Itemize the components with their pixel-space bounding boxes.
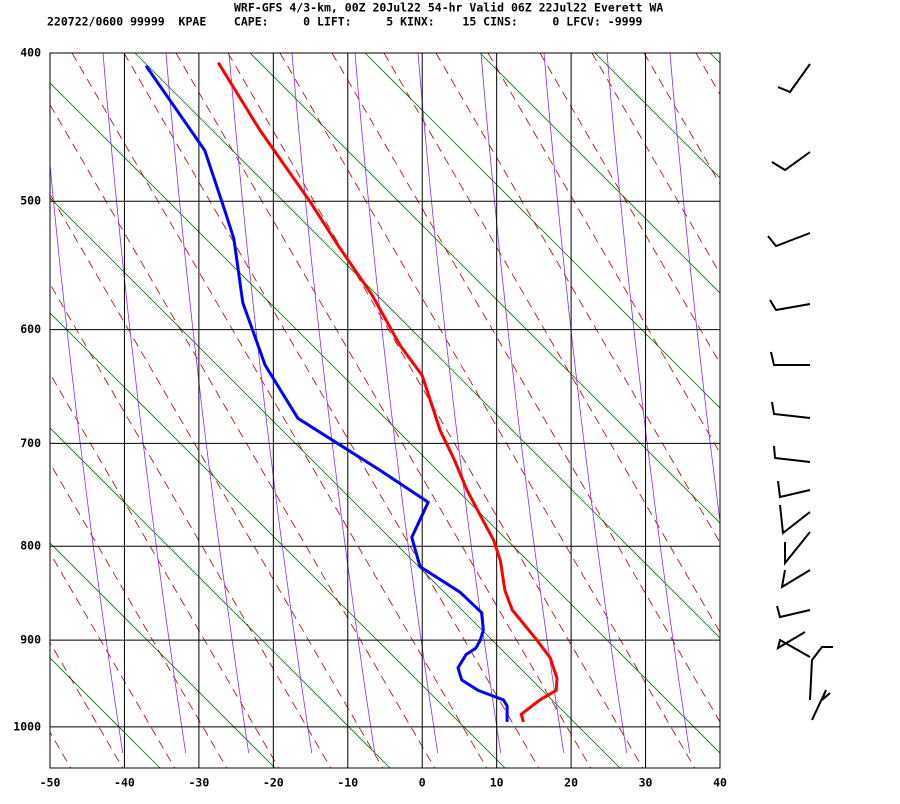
- y-tick-label: 1000: [13, 719, 41, 733]
- reference-line: [134, 53, 720, 639]
- x-tick-label: 20: [564, 776, 578, 790]
- reference-line: [50, 103, 436, 768]
- reference-line: [102, 53, 187, 754]
- reference-line: [606, 53, 691, 754]
- wind-barb: [809, 646, 833, 701]
- y-tick-label: 400: [20, 46, 41, 60]
- reference-line: [417, 53, 502, 754]
- reference-line: [50, 283, 332, 768]
- reference-line: [228, 53, 313, 754]
- reference-line: [50, 427, 391, 768]
- reference-line: [364, 53, 720, 409]
- y-tick-label: 700: [20, 436, 41, 450]
- profile-line: [144, 64, 509, 722]
- reference-line: [480, 53, 565, 754]
- y-tick-label: 800: [20, 539, 41, 553]
- wind-barb: [770, 351, 810, 366]
- reference-line: [249, 53, 720, 524]
- reference-line: [123, 53, 540, 768]
- y-tick-label: 600: [20, 322, 41, 336]
- x-tick-label: -10: [337, 776, 358, 790]
- wind-barb: [773, 445, 811, 463]
- x-tick-label: 30: [639, 776, 653, 790]
- reference-line: [50, 82, 720, 754]
- y-tick-label: 500: [20, 194, 41, 208]
- reference-line: [50, 197, 621, 768]
- reference-line: [594, 53, 720, 179]
- reference-line: [354, 53, 439, 754]
- reference-line: [175, 53, 592, 768]
- wind-barb: [777, 63, 811, 94]
- wind-barb: [776, 605, 811, 619]
- reference-line: [543, 53, 628, 754]
- x-tick-label: -40: [114, 776, 135, 790]
- reference-line: [50, 372, 280, 768]
- reference-line: [71, 53, 488, 768]
- wind-barb: [779, 504, 811, 535]
- wind-barb: [767, 232, 811, 248]
- wind-barb: [811, 689, 831, 721]
- wind-barb: [776, 631, 811, 658]
- wind-barb: [777, 480, 811, 499]
- reference-line: [487, 53, 720, 454]
- profiles: [144, 61, 559, 723]
- reference-lines: [50, 53, 720, 768]
- reference-line: [669, 53, 720, 525]
- reference-line: [279, 53, 696, 768]
- x-tick-label: -20: [263, 776, 284, 790]
- x-tick-label: 10: [490, 776, 504, 790]
- wind-barb: [784, 531, 811, 566]
- reference-line: [227, 53, 644, 768]
- reference-line: [291, 53, 376, 754]
- reference-line: [165, 53, 250, 754]
- chart-title: WRF-GFS 4/3-km, 00Z 20Jul22 54-hr Valid …: [234, 1, 663, 15]
- reference-line: [383, 53, 720, 634]
- x-tick-label: 40: [713, 776, 727, 790]
- x-tick-label: -50: [40, 776, 61, 790]
- reference-line: [50, 312, 506, 768]
- reference-line: [539, 53, 720, 365]
- reference-line: [479, 53, 720, 294]
- reference-line: [591, 53, 720, 275]
- wind-barb: [780, 569, 811, 590]
- wind-barb: [771, 401, 811, 419]
- y-tick-label: 900: [20, 633, 41, 647]
- reference-line: [643, 53, 720, 185]
- wind-barb: [771, 151, 811, 172]
- reference-line: [331, 53, 720, 723]
- plot-frame: [49, 52, 721, 769]
- reference-line: [50, 193, 384, 768]
- profile-line: [216, 61, 559, 723]
- chart-subtitle: 220722/0600 99999 KPAE CAPE: 0 LIFT: 5 K…: [47, 15, 643, 29]
- wind-barb: [769, 299, 811, 312]
- reference-line: [50, 542, 276, 768]
- x-tick-label: 0: [419, 776, 426, 790]
- x-tick-label: -30: [188, 776, 209, 790]
- wind-barbs: [767, 63, 833, 721]
